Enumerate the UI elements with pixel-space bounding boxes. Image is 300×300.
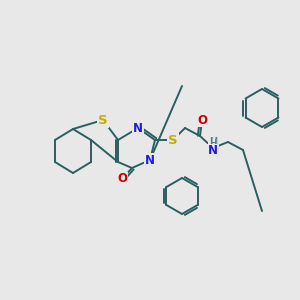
Text: N: N bbox=[208, 145, 218, 158]
Text: N: N bbox=[145, 154, 155, 166]
Text: O: O bbox=[197, 113, 207, 127]
Text: O: O bbox=[117, 172, 127, 185]
Text: N: N bbox=[133, 122, 143, 134]
Text: S: S bbox=[168, 134, 178, 146]
Text: H
N: H N bbox=[209, 137, 217, 159]
Text: H: H bbox=[209, 140, 217, 148]
Text: S: S bbox=[98, 113, 108, 127]
